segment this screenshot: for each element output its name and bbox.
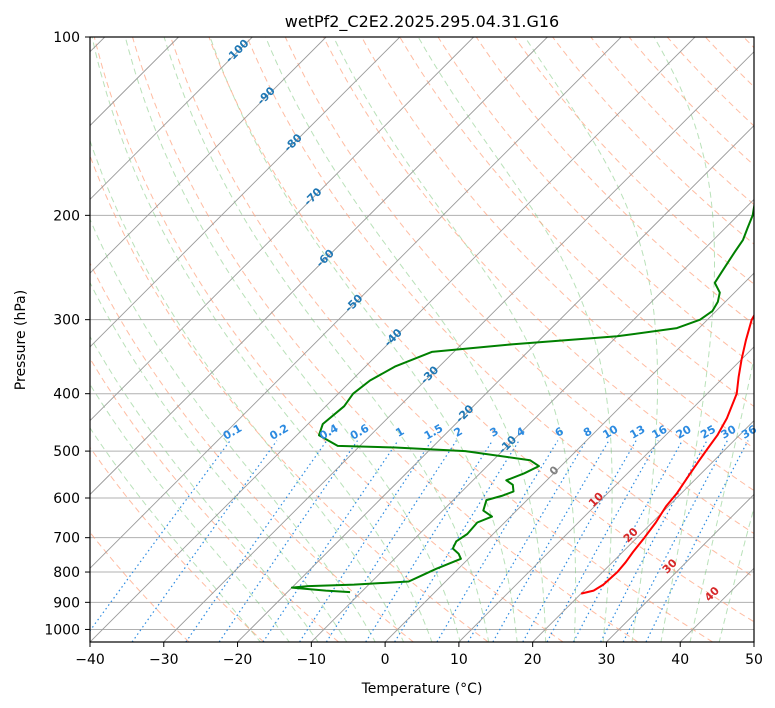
moist-adiabat: [90, 383, 291, 642]
mixing-ratio-line: [299, 440, 433, 642]
moist-adiabat: [718, 505, 754, 642]
x-axis-title: Temperature (°C): [361, 681, 483, 697]
mixing-ratio-line: [185, 440, 328, 642]
pressure-gridlines: [90, 37, 754, 630]
moist-adiabat: [90, 139, 405, 642]
x-tick-label: 0: [381, 652, 390, 668]
moist-adiabat: [90, 427, 262, 642]
moist-adiabat: [689, 356, 754, 642]
dry-adiabat: [93, 37, 564, 642]
mixing-ratio-line: [131, 440, 278, 642]
mixing-ratio-line: [600, 440, 708, 642]
mixing-ratio-line: [365, 440, 494, 642]
isotherms: [90, 37, 754, 642]
moist-adiabat: [333, 37, 577, 642]
mixing-ratio-line: [436, 440, 559, 642]
isotherm-line: [90, 37, 253, 200]
moist-adiabat: [90, 335, 319, 642]
x-axis: −40 −30 −20 −10 0 10 20 30 40 50: [75, 642, 763, 668]
plot-area: [90, 37, 754, 642]
mixing-ratio-line: [645, 440, 749, 642]
isotherm-line: [384, 272, 754, 642]
isotherm-line: [90, 37, 327, 274]
chart-title: wetPf2_C2E2.2025.295.04.31.G16: [285, 12, 559, 32]
y-axis-title: Pressure (hPa): [13, 290, 29, 390]
mixing-ratio-line: [622, 440, 728, 642]
isotherm-line: [90, 37, 696, 642]
mixing-ratio-line: [572, 440, 683, 642]
x-tick-label: −20: [223, 652, 253, 668]
dry-adiabat: [90, 262, 414, 642]
x-tick-label: −30: [149, 652, 179, 668]
x-tick-label: 20: [524, 652, 542, 668]
dry-adiabat: [284, 37, 754, 535]
y-tick-label: 200: [53, 208, 80, 224]
dry-adiabat: [322, 37, 754, 492]
moist-adiabat: [91, 37, 433, 642]
dry-adiabat: [90, 154, 489, 642]
mixing-ratio-line: [546, 440, 659, 642]
dry-adiabat: [551, 37, 754, 245]
moist-adiabat: [124, 37, 461, 642]
x-tick-label: 50: [745, 652, 763, 668]
y-tick-label: 800: [53, 565, 80, 581]
x-tick-label: 40: [671, 652, 689, 668]
y-axis: 100 200 300 400 500 600 700 800 900 1000: [44, 30, 90, 638]
isotherm-line: [458, 346, 754, 642]
y-tick-label: 300: [53, 313, 80, 329]
isotherm-line: [163, 51, 754, 642]
x-tick-label: −40: [75, 652, 105, 668]
isotherm-line: [90, 37, 548, 496]
mixing-ratio-lines: [90, 440, 749, 642]
x-tick-label: 10: [450, 652, 468, 668]
plot-frame: [89, 36, 755, 643]
moist-adiabat: [265, 37, 547, 642]
dry-adiabat: [208, 37, 754, 623]
mixing-ratio-line: [394, 440, 520, 642]
isotherm-line: [237, 124, 754, 642]
mixing-ratio-line: [492, 440, 610, 642]
moist-adiabat: [90, 218, 376, 642]
isotherm-line: [90, 37, 474, 422]
y-tick-label: 600: [53, 491, 80, 507]
y-tick-label: 1000: [44, 622, 80, 638]
moist-adiabat: [524, 37, 659, 642]
moist-adiabat: [90, 281, 348, 642]
temperature-line: [580, 313, 754, 595]
x-tick-label: 30: [598, 652, 616, 668]
isotherm-line: [311, 198, 754, 642]
dry-adiabat: [132, 37, 639, 642]
mixing-ratio-line: [522, 440, 637, 642]
isotherm-line: [90, 37, 401, 348]
y-tick-label: 700: [53, 531, 80, 547]
dry-adiabat: [628, 37, 754, 166]
y-tick-label: 900: [53, 595, 80, 611]
isotherm-line: [90, 37, 622, 569]
dry-adiabat: [246, 37, 754, 578]
dry-adiabats: [90, 37, 754, 642]
dry-adiabat: [90, 446, 265, 642]
dry-adiabat: [170, 37, 713, 642]
dry-adiabat: [399, 37, 754, 408]
y-tick-label: 400: [53, 387, 80, 403]
x-tick-label: −10: [297, 652, 327, 668]
isotherm-line: [532, 420, 754, 642]
mixing-ratio-line: [467, 440, 587, 642]
y-tick-label: 500: [53, 444, 80, 460]
isotherm-line: [606, 493, 754, 642]
moist-adiabat: [653, 37, 715, 642]
dry-adiabat: [513, 37, 754, 285]
y-tick-label: 100: [53, 30, 80, 46]
moist-adiabat: [209, 37, 518, 642]
